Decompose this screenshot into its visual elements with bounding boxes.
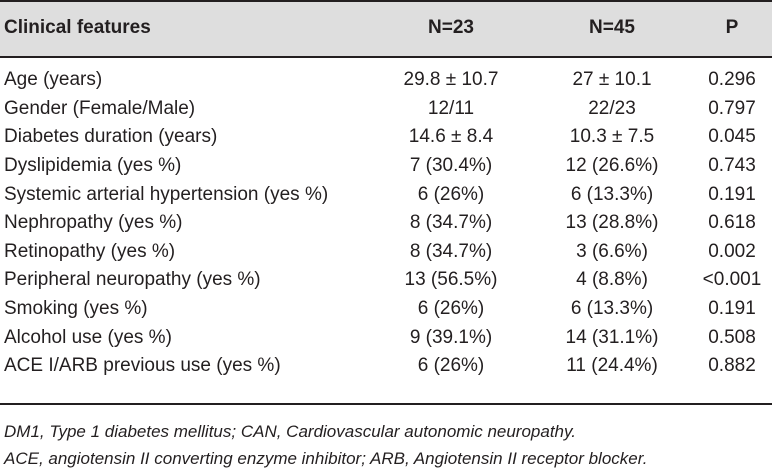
group-n45-cell: 27 ± 10.1 xyxy=(572,69,652,91)
feature-cell: Peripheral neuropathy (yes %) xyxy=(4,269,261,291)
table-row: Gender (Female/Male) 12/11 22/23 0.797 xyxy=(0,95,772,124)
p-value-cell: 0.743 xyxy=(708,155,756,177)
group-n23-cell: 12/11 xyxy=(427,97,475,119)
group-n45-cell: 6 (13.3%) xyxy=(570,183,654,205)
p-value-cell: 0.882 xyxy=(708,355,756,377)
feature-cell: Systemic arterial hypertension (yes %) xyxy=(4,183,329,205)
feature-cell: Gender (Female/Male) xyxy=(4,97,196,119)
p-value-cell: 0.296 xyxy=(708,69,756,91)
top-rule xyxy=(0,0,772,2)
bottom-rule xyxy=(0,403,772,405)
header-row: Clinical features N=23 N=45 P xyxy=(0,0,772,56)
footnote-abbreviations-ace-arb: ACE, angiotensin II converting enzyme in… xyxy=(4,449,648,468)
group-n23-cell: 13 (56.5%) xyxy=(404,269,498,291)
feature-cell: Diabetes duration (years) xyxy=(4,126,218,148)
header-background xyxy=(0,0,772,56)
p-value-cell: 0.191 xyxy=(708,298,756,320)
group-n23-cell: 9 (39.1%) xyxy=(409,326,493,348)
table-row: Systemic arterial hypertension (yes %) 6… xyxy=(0,180,772,209)
group-n23-cell: 7 (30.4%) xyxy=(409,155,493,177)
group-n23-cell: 8 (34.7%) xyxy=(409,240,493,262)
p-value-cell: 0.618 xyxy=(708,212,756,234)
footnote-abbreviations-dm1-can: DM1, Type 1 diabetes mellitus; CAN, Card… xyxy=(4,422,576,441)
p-value-cell: 0.797 xyxy=(708,97,756,119)
header-clinical-features: Clinical features xyxy=(4,17,151,38)
group-n23-cell: 6 (26%) xyxy=(417,298,485,320)
header-group-n45: N=45 xyxy=(589,17,635,38)
feature-cell: Dyslipidemia (yes %) xyxy=(4,155,182,177)
header-rule xyxy=(0,56,772,58)
table-body: Age (years) 29.8 ± 10.7 27 ± 10.1 0.296 … xyxy=(0,56,772,381)
group-n23-cell: 6 (26%) xyxy=(417,355,485,377)
p-value-cell: 0.045 xyxy=(708,126,756,148)
feature-cell: Smoking (yes %) xyxy=(4,298,148,320)
table-row: Age (years) 29.8 ± 10.7 27 ± 10.1 0.296 xyxy=(0,56,772,95)
table-row: Alcohol use (yes %) 9 (39.1%) 14 (31.1%)… xyxy=(0,323,772,352)
table-row: Diabetes duration (years) 14.6 ± 8.4 10.… xyxy=(0,123,772,152)
feature-cell: Alcohol use (yes %) xyxy=(4,326,172,348)
group-n45-cell: 11 (24.4%) xyxy=(566,355,658,377)
group-n45-cell: 3 (6.6%) xyxy=(576,240,648,262)
feature-cell: Retinopathy (yes %) xyxy=(4,240,176,262)
p-value-cell: 0.508 xyxy=(708,326,756,348)
header-group-n23: N=23 xyxy=(428,17,474,38)
group-n45-cell: 4 (8.8%) xyxy=(576,269,648,291)
group-n45-cell: 6 (13.3%) xyxy=(570,298,654,320)
group-n23-cell: 14.6 ± 8.4 xyxy=(408,126,494,148)
feature-cell: ACE I/ARB previous use (yes %) xyxy=(4,355,281,377)
feature-cell: Age (years) xyxy=(4,69,103,91)
group-n23-cell: 6 (26%) xyxy=(417,183,485,205)
group-n45-cell: 13 (28.8%) xyxy=(565,212,659,234)
group-n45-cell: 10.3 ± 7.5 xyxy=(569,126,655,148)
table-row: ACE I/ARB previous use (yes %) 6 (26%) 1… xyxy=(0,352,772,381)
group-n45-cell: 22/23 xyxy=(588,97,636,119)
group-n45-cell: 12 (26.6%) xyxy=(565,155,659,177)
table-row: Retinopathy (yes %) 8 (34.7%) 3 (6.6%) 0… xyxy=(0,238,772,267)
p-value-cell: <0.001 xyxy=(702,269,762,291)
p-value-cell: 0.191 xyxy=(708,183,756,205)
group-n23-cell: 29.8 ± 10.7 xyxy=(403,69,499,91)
table-row: Dyslipidemia (yes %) 7 (30.4%) 12 (26.6%… xyxy=(0,152,772,181)
feature-cell: Nephropathy (yes %) xyxy=(4,212,183,234)
table-row: Nephropathy (yes %) 8 (34.7%) 13 (28.8%)… xyxy=(0,209,772,238)
table-footnotes: DM1, Type 1 diabetes mellitus; CAN, Card… xyxy=(4,418,648,472)
header-p-value: P xyxy=(725,17,739,38)
group-n23-cell: 8 (34.7%) xyxy=(409,212,493,234)
clinical-features-table: Clinical features N=23 N=45 P Age (years… xyxy=(0,0,772,381)
table-row: Peripheral neuropathy (yes %) 13 (56.5%)… xyxy=(0,266,772,295)
p-value-cell: 0.002 xyxy=(708,240,756,262)
table-row: Smoking (yes %) 6 (26%) 6 (13.3%) 0.191 xyxy=(0,295,772,324)
group-n45-cell: 14 (31.1%) xyxy=(565,326,659,348)
